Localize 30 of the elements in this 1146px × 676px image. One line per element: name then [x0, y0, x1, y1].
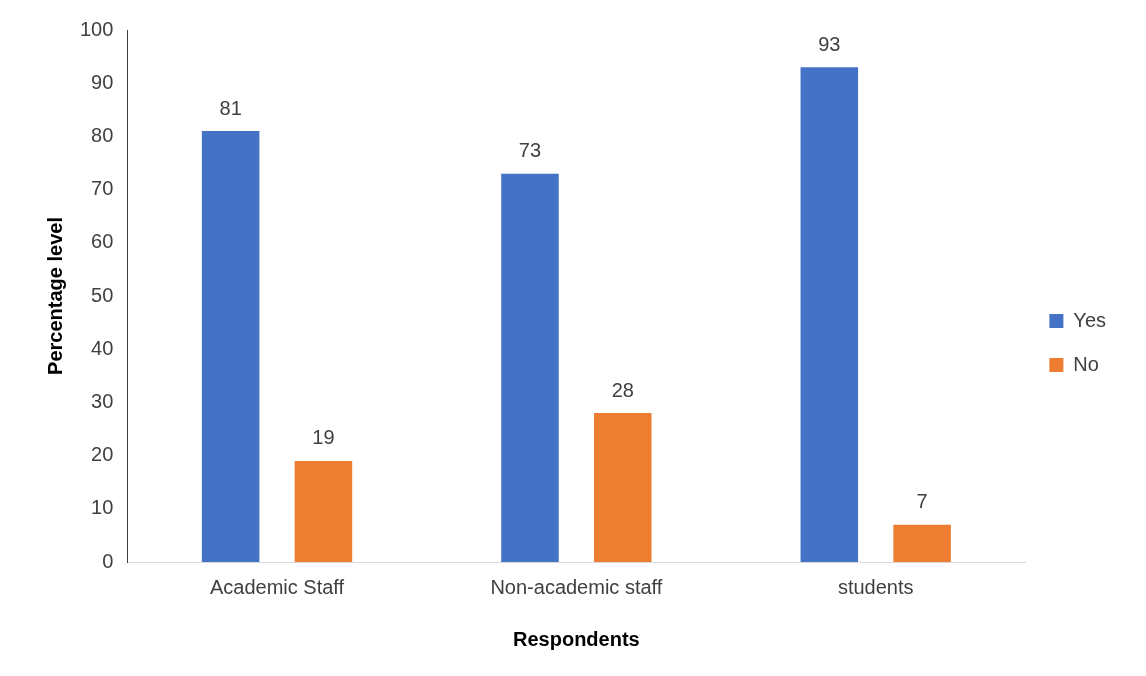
x-axis-title: Respondents — [513, 627, 640, 650]
legend-label: No — [1073, 352, 1099, 375]
legend-label: Yes — [1073, 308, 1107, 331]
data-label: 19 — [312, 426, 335, 449]
y-axis-title: Percentage level — [43, 217, 66, 375]
y-tick-label: 60 — [91, 230, 114, 253]
x-tick-label: students — [837, 575, 914, 598]
x-tick-label: Non-academic staff — [490, 575, 663, 598]
y-tick-label: 90 — [91, 70, 114, 93]
x-tick-label: Academic Staff — [209, 575, 345, 598]
bar — [594, 413, 652, 562]
y-tick-label: 70 — [91, 177, 114, 200]
bar — [294, 460, 353, 562]
data-label: 7 — [916, 490, 928, 513]
y-tick-label: 0 — [102, 549, 114, 572]
y-tick-label: 40 — [91, 336, 114, 359]
bar — [800, 67, 859, 562]
bar — [893, 524, 951, 562]
bar — [201, 131, 260, 562]
data-label: 81 — [219, 96, 242, 119]
data-label: 93 — [818, 32, 841, 55]
data-label: 73 — [518, 139, 542, 162]
y-tick-label: 80 — [91, 123, 114, 146]
y-tick-label: 30 — [91, 389, 114, 412]
y-tick-label: 10 — [91, 496, 114, 519]
y-tick-label: 50 — [91, 283, 114, 306]
bar — [501, 173, 559, 562]
y-tick-label: 20 — [91, 443, 114, 466]
y-tick-label: 100 — [79, 17, 114, 40]
data-label: 28 — [611, 378, 634, 401]
